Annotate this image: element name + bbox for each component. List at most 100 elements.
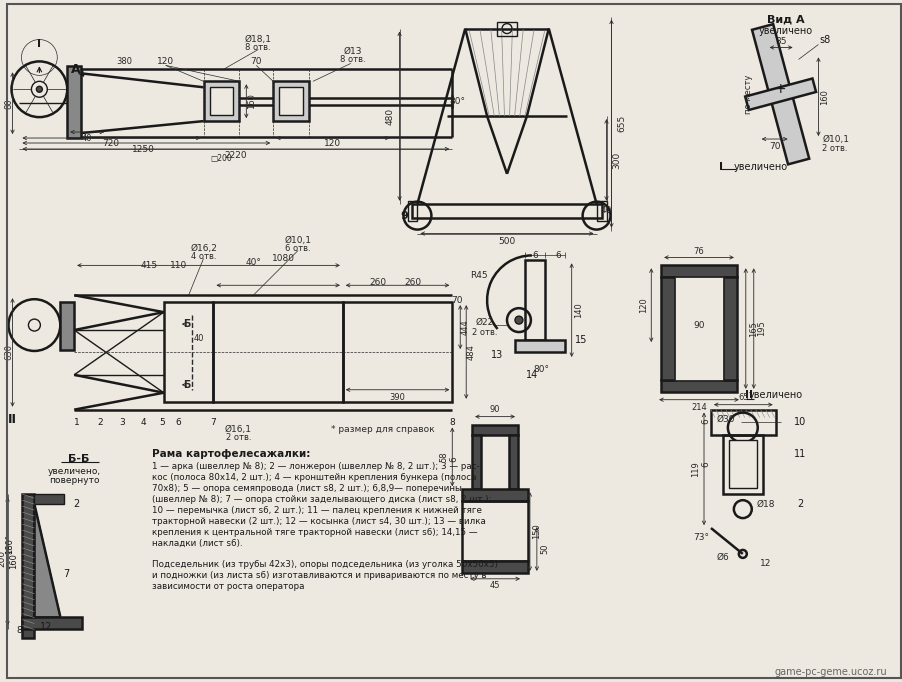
Text: 120: 120 [638, 297, 647, 313]
Text: 655: 655 [616, 115, 625, 132]
Text: 2 отв.: 2 отв. [226, 433, 251, 442]
Bar [163, 302, 213, 402]
Text: 195: 195 [757, 321, 766, 336]
Text: 65: 65 [737, 394, 748, 402]
Text: 180°: 180° [5, 534, 14, 554]
Bar [34, 494, 64, 504]
Text: 58: 58 [439, 451, 448, 462]
Text: 2: 2 [97, 418, 103, 427]
Text: 6: 6 [556, 251, 561, 260]
Text: 1080: 1080 [272, 254, 294, 263]
Bar [209, 87, 233, 115]
Text: 120: 120 [157, 57, 174, 66]
Text: 1: 1 [74, 418, 80, 427]
Text: 11: 11 [794, 449, 805, 460]
Bar [462, 561, 528, 573]
Text: по месту: по месту [743, 74, 752, 114]
Text: R45: R45 [470, 271, 487, 280]
Bar [203, 81, 239, 121]
Bar [509, 434, 518, 489]
Text: 120: 120 [324, 140, 341, 149]
Text: увеличено,: увеличено, [48, 467, 101, 476]
Bar [660, 265, 736, 278]
Text: тракторной навески (2 шт.); 12 — косынка (лист s4, 30 шт.); 13 — вилка: тракторной навески (2 шт.); 12 — косынка… [152, 516, 485, 526]
Text: Б: Б [183, 380, 190, 390]
Text: 444: 444 [460, 319, 469, 335]
Text: 80: 80 [4, 98, 13, 108]
Text: +: + [774, 83, 786, 96]
Text: 6: 6 [701, 419, 710, 424]
Text: 2220: 2220 [224, 151, 246, 160]
Text: 260: 260 [403, 278, 420, 287]
Bar [23, 494, 34, 638]
Circle shape [514, 316, 522, 324]
Text: Ø30: Ø30 [716, 415, 734, 424]
Text: 214: 214 [690, 403, 706, 412]
Text: увеличено: увеличено [748, 389, 802, 400]
Bar [660, 278, 675, 380]
Text: 8: 8 [449, 418, 455, 427]
Text: Ø10,1: Ø10,1 [284, 236, 311, 245]
Text: 40: 40 [82, 134, 92, 143]
Text: 160: 160 [246, 93, 255, 109]
Text: 3: 3 [119, 418, 124, 427]
Text: 70: 70 [768, 143, 779, 151]
Text: 390: 390 [389, 394, 405, 402]
Text: 14: 14 [525, 370, 538, 380]
Text: 50: 50 [539, 544, 548, 554]
Text: 2: 2 [796, 499, 803, 509]
Text: 119: 119 [691, 461, 700, 477]
Bar [524, 261, 544, 340]
Text: 70: 70 [250, 57, 262, 66]
Text: Рама картофелесажалки:: Рама картофелесажалки: [152, 449, 310, 460]
Text: Ø13: Ø13 [343, 47, 362, 56]
Text: 2 отв.: 2 отв. [822, 145, 847, 153]
Bar [472, 434, 481, 489]
Polygon shape [744, 78, 815, 110]
Text: 10 — перемычка (лист s6, 2 шт.); 11 — палец крепления к нижней тяге: 10 — перемычка (лист s6, 2 шт.); 11 — па… [152, 505, 481, 515]
Text: 40: 40 [600, 206, 612, 215]
Text: 45: 45 [489, 581, 500, 590]
Bar [596, 201, 606, 220]
Text: увеличено: увеличено [732, 162, 787, 172]
Text: 160°: 160° [9, 549, 18, 569]
Text: 6 отв.: 6 отв. [285, 244, 310, 253]
Text: 6: 6 [449, 456, 458, 462]
Text: 260: 260 [369, 278, 386, 287]
Text: 165: 165 [749, 321, 758, 336]
Text: 4 отв.: 4 отв. [190, 252, 216, 261]
Text: 8 отв.: 8 отв. [245, 43, 271, 52]
Text: 70х8); 5 — опора семяпровода (лист s8, 2 шт.); 6,8,9— поперечины: 70х8); 5 — опора семяпровода (лист s8, 2… [152, 484, 461, 493]
Bar [472, 425, 518, 434]
Text: 6: 6 [176, 418, 181, 427]
Text: 2: 2 [73, 499, 79, 509]
Text: 80°: 80° [449, 97, 465, 106]
Bar [728, 441, 756, 488]
Bar [723, 434, 762, 494]
Bar [343, 302, 452, 402]
Bar [407, 201, 417, 220]
Text: 140: 140 [574, 302, 583, 318]
Text: Подседельник (из трубы 42х3), опоры подседельника (из уголка 50х50х5): Подседельник (из трубы 42х3), опоры подс… [152, 561, 497, 569]
Text: 1 — арка (швеллер № 8); 2 — лонжерон (швеллер № 8, 2 шт.); 3 — рас-: 1 — арка (швеллер № 8); 2 — лонжерон (шв… [152, 462, 479, 471]
Text: 160: 160 [819, 89, 828, 104]
Text: 73°: 73° [692, 533, 708, 542]
Text: Ø10,1: Ø10,1 [822, 134, 849, 143]
Bar [273, 81, 308, 121]
Text: 9: 9 [400, 211, 408, 221]
Text: 40: 40 [193, 333, 204, 342]
Text: Б-Б: Б-Б [69, 454, 90, 464]
Text: 90: 90 [489, 405, 500, 414]
Polygon shape [34, 504, 60, 617]
Text: 90: 90 [693, 321, 704, 329]
Text: Ø16,1: Ø16,1 [225, 425, 252, 434]
Text: 300: 300 [612, 151, 621, 168]
Bar [723, 278, 736, 380]
Bar [514, 340, 564, 352]
Text: 500: 500 [498, 237, 515, 246]
Bar [279, 87, 303, 115]
Text: 8: 8 [16, 626, 23, 635]
Bar [462, 489, 528, 501]
Text: 7: 7 [63, 569, 69, 579]
Bar [23, 617, 82, 629]
